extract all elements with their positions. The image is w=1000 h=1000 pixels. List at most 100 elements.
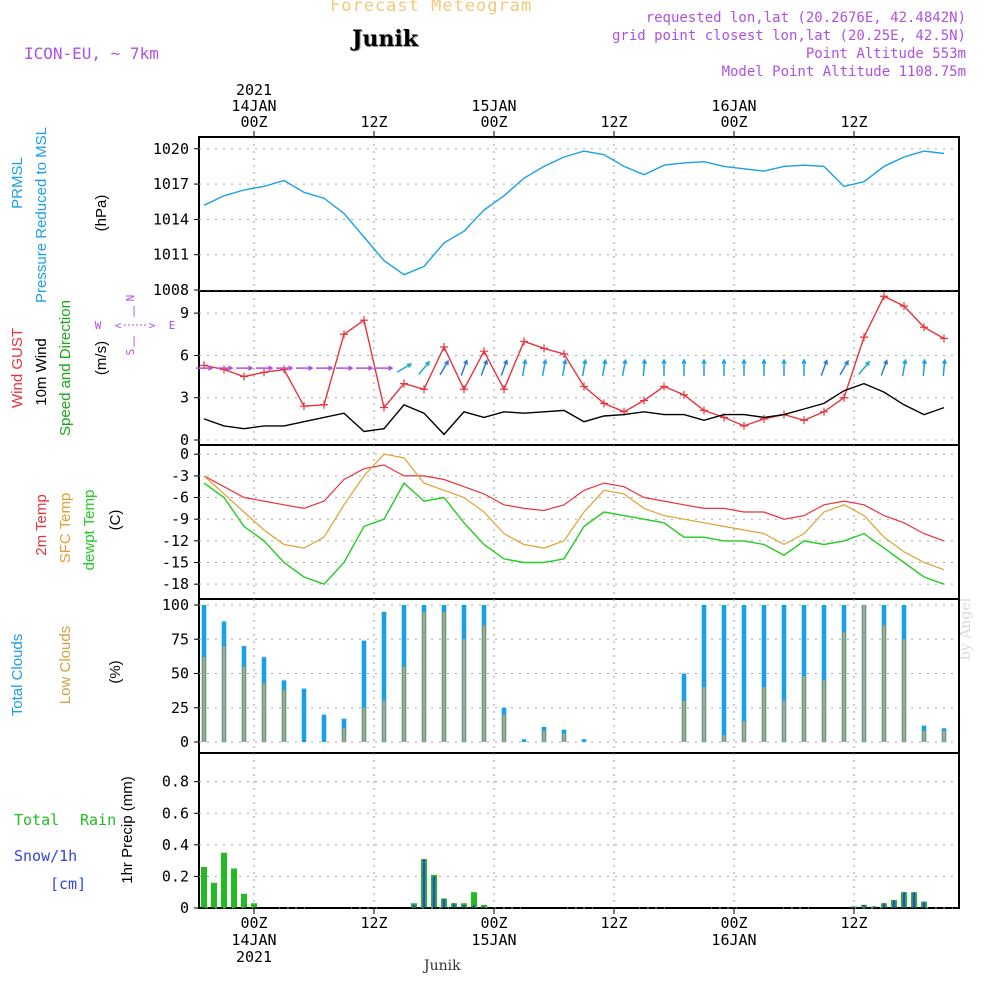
- snow-bar: [902, 892, 906, 908]
- wind-unit-label: (m/s): [93, 341, 110, 375]
- wind-gust-marker: [800, 416, 808, 425]
- low-cloud-bar: [402, 666, 406, 742]
- rain-bar: [251, 903, 257, 908]
- wind-arrow-head: [483, 359, 489, 365]
- compass-west: W: [95, 319, 102, 332]
- wind-arrow-shaft: [541, 360, 547, 377]
- low-cloud-bar: [902, 639, 906, 742]
- wind-arrow-head: [902, 358, 908, 365]
- wind-arrow-head: [844, 359, 849, 366]
- wind-direction-arrow: [941, 358, 947, 377]
- total-cloud-bar: [741, 605, 747, 742]
- precip-snow-label: Snow/1h: [14, 847, 77, 865]
- time-tick-label-top: 12Z: [840, 113, 867, 131]
- wind-direction-arrow: [276, 365, 294, 371]
- wind-direction-arrow: [376, 365, 394, 371]
- pressure-label-long: Pressure Reduced to MSL: [33, 127, 50, 303]
- rain-bar: [241, 893, 247, 908]
- snow-bar: [912, 892, 916, 908]
- wind-arrow-head: [781, 358, 787, 364]
- wind-gust-marker: [440, 342, 448, 351]
- wind-gust-marker: [920, 323, 928, 332]
- pressure-unit-label: (hPa): [93, 195, 110, 232]
- wind-arrow-shaft: [642, 360, 646, 377]
- panel-frame-pressure: [198, 136, 960, 292]
- low-cloud-bar: [442, 611, 446, 742]
- wind-arrow-head: [388, 365, 394, 371]
- snow-bar: [922, 901, 926, 908]
- time-tick-label-bottom: 14JAN: [231, 931, 276, 949]
- wind-direction-arrow: [480, 359, 489, 376]
- snow-bar: [452, 903, 456, 908]
- wind-direction-arrow: [396, 363, 413, 373]
- value-tick-label: -15: [162, 554, 189, 572]
- model-altitude: Model Point Altitude 1108.75m: [721, 64, 966, 80]
- wind-arrow-shaft: [858, 361, 870, 375]
- wind-arrow-head: [348, 365, 354, 371]
- wind-direction-arrow: [336, 365, 354, 371]
- time-tick-label-top: 00Z: [240, 113, 267, 131]
- wind-direction-arrow: [460, 359, 469, 376]
- total-cloud-bar: [761, 605, 767, 742]
- low-cloud-bar: [482, 625, 486, 742]
- wind-arrow-shaft: [439, 360, 449, 376]
- wind-direction-arrow: [820, 359, 829, 376]
- wind-arrow-shaft: [601, 360, 607, 377]
- wind-arrow-head: [562, 358, 568, 365]
- value-tick-label: 50: [171, 665, 189, 683]
- wind-gust-marker: [880, 292, 888, 301]
- wind-arrow-head: [444, 359, 449, 366]
- low-cloud-bar: [202, 657, 206, 742]
- value-tick-label: -3: [171, 467, 189, 485]
- value-tick-label: 9: [180, 304, 189, 322]
- compass-west-arrow: <: [115, 319, 122, 332]
- time-tick-label-bottom: 00Z: [240, 914, 267, 932]
- time-tick-label-top: 16JAN: [711, 97, 756, 115]
- cloud-unit-label: (%): [107, 660, 124, 683]
- total-cloud-bar: [301, 688, 307, 742]
- wind-direction-arrow: [601, 358, 608, 377]
- value-tick-label: 0: [180, 733, 189, 751]
- wind-arrow-head: [268, 365, 274, 371]
- wind-arrow-head: [801, 358, 807, 364]
- rain-bar: [221, 852, 227, 908]
- wind-arrow-shaft: [396, 363, 412, 373]
- wind-direction-arrow: [781, 358, 787, 377]
- wind-direction-arrow: [561, 358, 568, 377]
- wind-arrow-head: [328, 365, 334, 371]
- wind-arrow-head: [921, 358, 927, 365]
- wind-direction-arrow: [356, 365, 374, 371]
- wind-gust-marker: [400, 379, 408, 388]
- wind-gust-marker: [940, 334, 948, 343]
- chart-title: Forecast Meteogram: [330, 0, 533, 16]
- wind-arrow-shaft: [500, 360, 508, 376]
- snow-bar: [422, 859, 426, 908]
- wind-arrow-head: [368, 365, 374, 371]
- value-tick-label: -9: [171, 510, 189, 528]
- wind-gust-marker: [260, 368, 268, 377]
- value-tick-label: 1017: [153, 175, 189, 193]
- wind-gust-marker: [820, 407, 828, 416]
- wind-direction-arrow: [256, 365, 274, 371]
- wind-dir-label: Speed and Direction: [57, 300, 74, 436]
- temp-dewpt-label: dewpt Temp: [81, 490, 98, 571]
- wind-speed-line: [203, 382, 945, 436]
- wind-direction-arrow: [418, 360, 431, 375]
- value-tick-label: 0.8: [162, 773, 189, 791]
- time-tick-label-top: 00Z: [720, 113, 747, 131]
- wind-gust-marker: [480, 347, 488, 356]
- low-cloud-bar: [782, 700, 786, 742]
- snow-bar: [882, 903, 886, 908]
- wind-arrow-shaft: [942, 360, 946, 377]
- wind-direction-arrow: [721, 358, 727, 377]
- time-tick-label-bottom: 12Z: [840, 914, 867, 932]
- wind-direction-arrow: [621, 358, 628, 377]
- low-cloud-bar: [822, 680, 826, 742]
- model-name: ICON-EU, ~ 7km: [24, 44, 159, 63]
- low-cloud-bar: [942, 731, 946, 742]
- total-cloud-bar: [801, 605, 807, 742]
- wind-10m-label: 10m Wind: [33, 338, 50, 406]
- value-tick-label: 1011: [153, 246, 189, 264]
- time-tick-label-top: 00Z: [480, 113, 507, 131]
